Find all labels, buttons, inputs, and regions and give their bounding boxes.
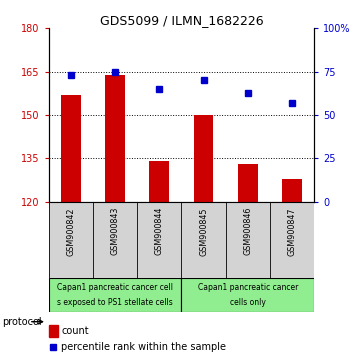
Bar bbox=[49, 278, 181, 312]
Text: GSM900846: GSM900846 bbox=[243, 207, 252, 256]
Text: cells only: cells only bbox=[230, 298, 266, 307]
Bar bbox=[105, 75, 125, 202]
Text: percentile rank within the sample: percentile rank within the sample bbox=[61, 342, 226, 352]
Bar bbox=[61, 95, 81, 202]
Bar bbox=[49, 325, 58, 337]
Bar bbox=[181, 278, 314, 312]
Bar bbox=[149, 161, 169, 202]
Text: protocol: protocol bbox=[2, 317, 42, 327]
Text: GSM900847: GSM900847 bbox=[287, 207, 296, 256]
Bar bbox=[282, 179, 302, 202]
Title: GDS5099 / ILMN_1682226: GDS5099 / ILMN_1682226 bbox=[100, 14, 263, 27]
Bar bbox=[193, 115, 213, 202]
Text: GSM900842: GSM900842 bbox=[66, 207, 75, 256]
Bar bbox=[238, 164, 258, 202]
Text: GSM900844: GSM900844 bbox=[155, 207, 164, 256]
Text: s exposed to PS1 stellate cells: s exposed to PS1 stellate cells bbox=[57, 298, 173, 307]
Text: GSM900843: GSM900843 bbox=[110, 207, 119, 256]
Text: Capan1 pancreatic cancer cell: Capan1 pancreatic cancer cell bbox=[57, 283, 173, 292]
Text: Capan1 pancreatic cancer: Capan1 pancreatic cancer bbox=[197, 283, 298, 292]
Text: GSM900845: GSM900845 bbox=[199, 207, 208, 256]
Text: count: count bbox=[61, 326, 89, 336]
